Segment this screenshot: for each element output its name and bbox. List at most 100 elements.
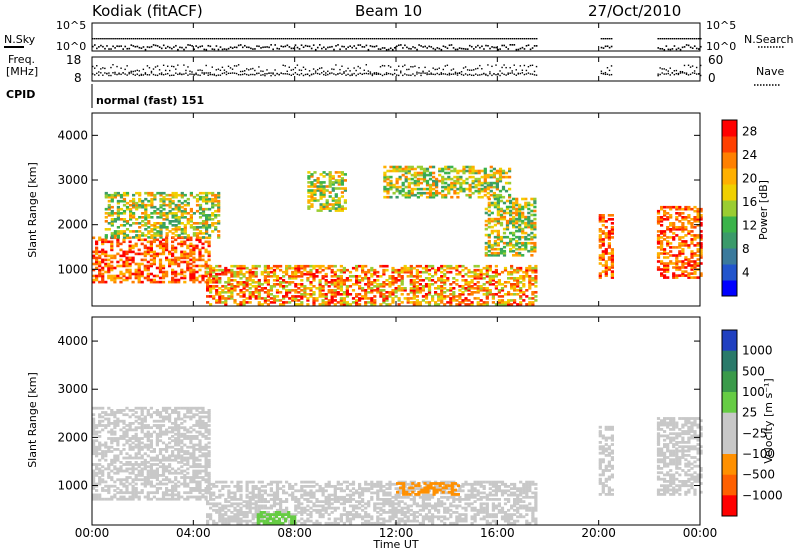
nave-point [422,72,424,74]
velocity-cell [168,419,172,423]
velocity-cell [143,424,147,427]
power-cell [656,212,661,215]
velocity-cell [116,497,120,501]
freq-point [150,70,153,73]
power-cell [474,171,478,175]
power-cell [208,224,212,227]
power-cell [233,272,237,276]
velocity-cell [155,463,159,466]
velocity-cell [98,443,102,447]
velocity-cell [101,419,105,423]
power-cell [355,277,359,280]
power-cell [189,258,193,262]
power-cell [101,248,105,252]
power-cell [518,237,522,241]
power-cell [340,205,344,208]
power-cell [208,218,212,221]
nave-point [700,74,702,77]
power-cell [177,199,181,203]
power-cell [192,228,196,231]
freq-point [373,72,376,74]
nsearch-point [185,38,187,40]
power-cell [663,262,667,265]
power-cell [192,252,196,256]
power-cell [444,187,448,191]
freq-point [667,70,669,72]
power-cell [211,201,215,205]
nave-point [462,74,465,76]
power-cell [530,235,534,239]
power-cell [248,272,252,276]
power-cell [424,297,429,300]
power-cell [159,199,163,203]
velocity-cell [171,445,175,449]
power-cell [512,237,516,241]
power-cell [150,205,154,209]
velocity-cell [92,448,96,451]
nsky-point [509,44,512,46]
power-cell [699,248,703,251]
power-cell [198,195,203,199]
velocity-cell [104,480,108,484]
power-cell [419,171,423,175]
power-cell [486,191,490,195]
nave-point [408,74,410,76]
power-cell [132,216,136,219]
nave-point [164,73,167,75]
nave-point [197,74,199,76]
power-cell [500,301,505,304]
power-cell [476,303,480,306]
power-cell [524,245,528,249]
power-cell [310,199,314,202]
power-cell [607,268,611,271]
velocity-cell [125,497,129,501]
power-cell [209,287,213,290]
power-cell [406,301,410,304]
power-cell [493,201,497,205]
velocity-cell [92,493,96,497]
power-cell [95,258,99,262]
power-cell [242,299,246,302]
power-cell [122,272,126,276]
power-cell [367,291,371,294]
nsearch-point [375,38,378,40]
velocity-cell [171,409,175,412]
power-cell [400,266,404,270]
velocity-cell [110,437,114,440]
power-cell [221,291,225,294]
velocity-cell [140,491,144,495]
power-cell [409,301,413,304]
nsky-point [381,47,384,49]
power-cell [516,283,520,286]
power-cell [236,266,240,270]
power-cell [230,291,234,294]
power-cell [125,252,129,256]
power-cell [409,289,413,292]
nsky-point [314,48,317,51]
power-cell [361,295,365,298]
power-cell [382,301,386,304]
power-cell [137,238,141,242]
power-cell [447,165,451,169]
power-cell [675,216,679,219]
power-cell [98,272,102,276]
power-cell [218,272,222,276]
velocity-cell [177,428,181,432]
power-cell [146,268,150,272]
power-cell [146,266,150,270]
nsearch-point [146,38,149,40]
power-cell [125,276,129,280]
nsearch-label: N.Search [744,33,794,46]
freq-point [296,64,299,66]
velocity-cell [177,452,181,456]
power-cell [462,165,466,169]
power-cell [512,243,516,247]
power-cell [495,171,499,175]
power-cell [610,266,614,269]
power-cell [672,226,676,229]
power-cell [518,229,522,233]
power-cell [269,285,273,288]
power-cell [319,191,323,194]
power-cell [681,224,685,227]
nave-point [361,73,363,76]
